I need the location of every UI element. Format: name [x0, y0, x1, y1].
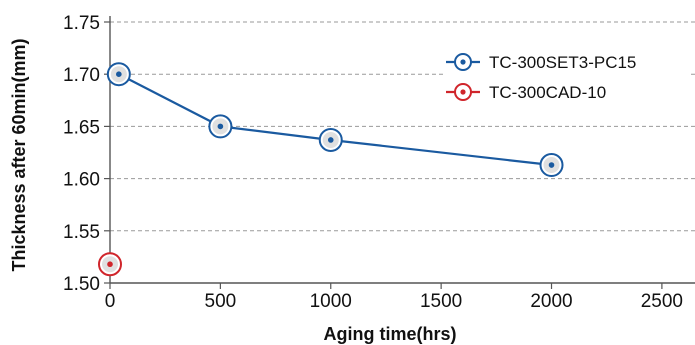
series-line-1 [118, 73, 552, 167]
y-tick-labels: 1.50 1.55 1.60 1.65 1.70 1.75 [63, 13, 100, 295]
y-tick-label: 1.60 [63, 170, 100, 191]
data-point-dot [548, 162, 555, 168]
x-tick-label: 500 [205, 291, 237, 312]
x-tick-labels: 0 500 1000 1500 2000 2500 [105, 291, 683, 312]
y-tick-label: 1.65 [63, 117, 100, 138]
x-tick-label: 0 [105, 291, 116, 312]
legend-label-series-2: TC-300CAD-10 [489, 83, 606, 102]
axes [104, 16, 695, 289]
legend-item-series-2: TC-300CAD-10 [446, 83, 606, 102]
x-tick-label: 1000 [310, 291, 352, 312]
y-tick-label: 1.55 [63, 222, 100, 243]
x-axis-title: Aging time(hrs) [324, 324, 457, 344]
y-tick-label: 1.70 [63, 65, 100, 86]
x-tick-label: 1500 [420, 291, 462, 312]
x-tick-label: 2500 [641, 291, 683, 312]
legend-label-series-1: TC-300SET3-PC15 [489, 53, 636, 72]
y-tick-label: 1.75 [63, 13, 100, 34]
data-point-dot [107, 261, 113, 268]
legend: TC-300SET3-PC15 TC-300CAD-10 [445, 44, 690, 102]
data-point-dot [116, 71, 122, 77]
data-point-dot [327, 137, 334, 143]
data-point-dot [217, 123, 224, 130]
y-axis-title: Thickness after 60min(mm) [9, 38, 29, 271]
legend-item-series-1: TC-300SET3-PC15 [446, 53, 636, 72]
legend-marker-dot-series-2 [460, 89, 466, 95]
y-tick-label: 1.50 [63, 274, 100, 295]
data-series [98, 62, 564, 277]
legend-background [445, 44, 690, 100]
x-tick-label: 2000 [530, 291, 572, 312]
legend-marker-dot-series-1 [460, 59, 466, 65]
